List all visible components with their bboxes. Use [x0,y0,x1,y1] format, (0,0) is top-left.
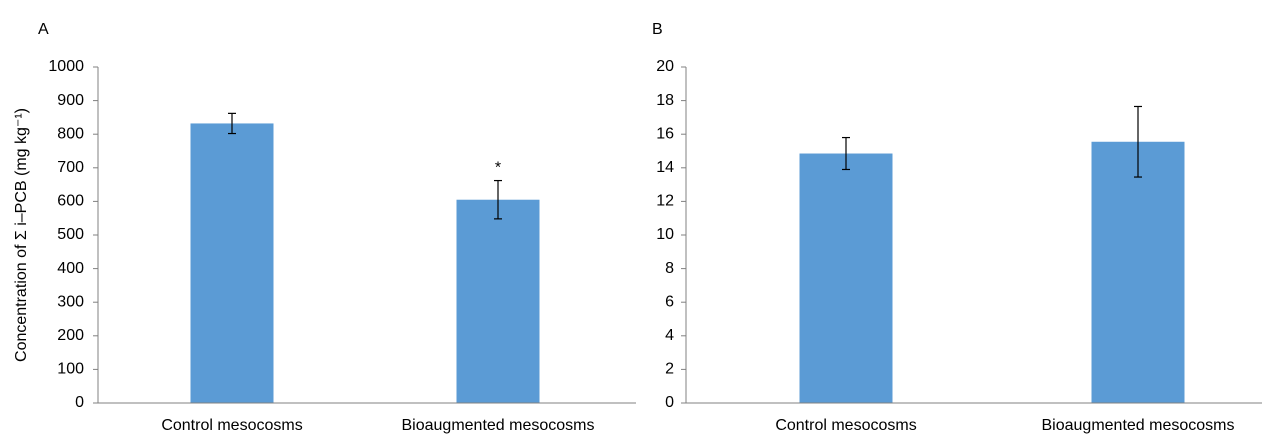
y-tick-label: 300 [57,293,84,310]
x-tick-label: Bioaugmented mesocosms [1042,417,1235,434]
y-axis-label: Concentration of Σ i–PCB (mg kg⁻¹) [13,108,30,362]
y-tick-label: 8 [665,260,674,277]
bar [190,123,274,403]
panel-label: B [652,21,663,38]
x-tick-label: Bioaugmented mesocosms [402,417,595,434]
y-tick-label: 14 [656,159,674,176]
y-tick-label: 6 [665,293,674,310]
bar [456,199,540,403]
y-tick-label: 700 [57,159,84,176]
y-tick-label: 400 [57,260,84,277]
y-tick-label: 4 [665,327,674,344]
y-tick-label: 600 [57,193,84,210]
y-tick-label: 900 [57,92,84,109]
x-tick-label: Control mesocosms [775,417,916,434]
y-tick-label: 2 [665,361,674,378]
y-tick-label: 200 [57,327,84,344]
y-tick-label: 500 [57,226,84,243]
y-tick-label: 20 [656,58,674,75]
y-tick-label: 0 [665,394,674,411]
panel-label: A [38,21,49,38]
x-tick-label: Control mesocosms [161,417,302,434]
y-tick-label: 0 [75,394,84,411]
bar [799,153,893,403]
significance-marker: * [495,160,501,177]
y-tick-label: 10 [656,226,674,243]
y-tick-label: 1000 [48,58,84,75]
y-tick-label: 12 [656,193,674,210]
y-tick-label: 800 [57,125,84,142]
bar [1091,141,1185,403]
y-tick-label: 16 [656,125,674,142]
y-tick-label: 18 [656,92,674,109]
y-tick-label: 100 [57,361,84,378]
